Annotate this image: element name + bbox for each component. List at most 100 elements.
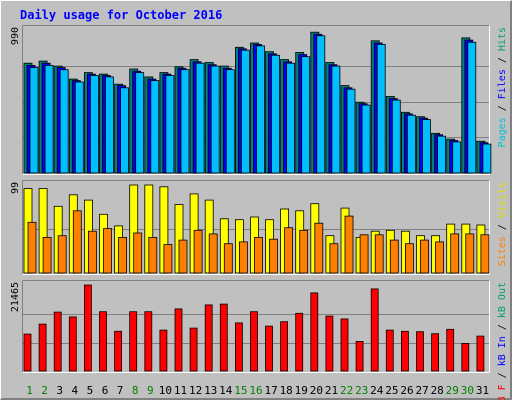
bar-sites-day-7 (118, 236, 127, 274)
bar-pages-day-8 (135, 72, 145, 174)
bar-sites-day-30 (465, 233, 475, 274)
panel-max-label: 990 (10, 27, 21, 45)
axis-label-part: kB In (497, 336, 508, 366)
bar-sites-day-19 (299, 229, 309, 274)
bar-sites-day-1 (27, 221, 37, 274)
bar-pages-day-26 (406, 114, 416, 174)
bar-sites-day-14 (223, 243, 233, 274)
axis-label-part: kB F (497, 384, 508, 400)
bar-sites-day-12 (193, 229, 203, 274)
bar-kb-f-day-9 (144, 311, 153, 372)
bar-kb-f-day-25 (385, 329, 394, 372)
panel-max-label: 21465 (10, 282, 21, 312)
bar-pages-day-16 (256, 45, 265, 174)
bar-sites-day-18 (284, 227, 294, 274)
bar-pages-day-5 (90, 75, 99, 174)
axis-label-part: / (497, 366, 508, 384)
bar-sites-day-22 (344, 215, 354, 274)
x-tick-label: 29 (446, 384, 459, 397)
bar-pages-day-4 (74, 81, 84, 174)
x-axis-day-labels: 1 2 3 4 5 6 7 8 9 10 11 12 13 14 15 16 17 18 19 20 21 22 23 24 2… (26, 384, 489, 397)
bar-sites-day-24 (374, 234, 384, 274)
bar-sites-day-5 (88, 230, 97, 274)
bar-pages-day-6 (105, 76, 114, 174)
x-tick-label: 15 (234, 384, 247, 397)
bar-sites-day-26 (404, 243, 414, 274)
x-tick-label: 3 (56, 384, 63, 397)
bar-sites-day-28 (435, 241, 445, 274)
x-tick-label: 5 (87, 384, 94, 397)
bar-pages-day-23 (361, 104, 371, 174)
bar-sites-day-8 (133, 232, 143, 274)
bar-pages-day-17 (271, 54, 280, 174)
bar-sites-day-9 (148, 236, 158, 274)
x-tick-label: 7 (117, 384, 124, 397)
bar-sites-day-17 (269, 238, 278, 274)
bar-sites-day-3 (57, 235, 67, 274)
panel-max-label: 99 (10, 182, 21, 194)
panel-3: 21465 kB F / kB In / kB Out (10, 280, 508, 400)
bar-kb-f-day-4 (68, 316, 77, 372)
axis-label-part: Files (497, 69, 508, 99)
x-tick-label: 27 (415, 384, 428, 397)
bar-sites-day-21 (329, 243, 339, 274)
x-tick-label: 21 (325, 384, 338, 397)
x-tick-label: 23 (355, 384, 368, 397)
bar-kb-f-day-29 (446, 328, 455, 372)
bar-pages-day-24 (376, 44, 386, 174)
series-kb-f (23, 284, 485, 372)
axis-label-part: Pages (497, 117, 508, 147)
bar-pages-day-29 (452, 141, 462, 174)
x-tick-label: 10 (159, 384, 172, 397)
bar-kb-f-day-17 (265, 325, 273, 372)
bar-kb-f-day-21 (325, 315, 334, 372)
bar-sites-day-25 (389, 239, 399, 274)
bar-sites-day-15 (238, 241, 248, 274)
x-tick-label: 16 (249, 384, 262, 397)
x-tick-label: 6 (102, 384, 109, 397)
x-tick-label: 2 (41, 384, 48, 397)
x-tick-label: 20 (310, 384, 323, 397)
x-tick-label: 17 (264, 384, 277, 397)
bar-pages-day-21 (331, 65, 341, 174)
bar-pages-day-18 (286, 62, 296, 174)
x-tick-label: 1 (26, 384, 33, 397)
bar-sites-day-10 (163, 244, 173, 274)
bar-kb-f-day-8 (129, 311, 138, 372)
bar-kb-f-day-3 (53, 311, 62, 372)
axis-label-part: Hits (497, 27, 508, 51)
bar-kb-f-day-24 (370, 288, 379, 372)
bar-pages-day-22 (346, 88, 356, 174)
bar-sites-day-2 (42, 236, 52, 274)
x-tick-label: 22 (340, 384, 353, 397)
panel-1: 990 Pages / Files / Hits (10, 25, 508, 175)
axis-label-part: / (497, 318, 508, 336)
bar-pages-day-10 (165, 75, 175, 174)
series-sites (27, 210, 490, 274)
bar-sites-day-6 (103, 228, 112, 274)
chart-panels: 990 Pages / Files / Hits 99 Sites / Visits 2… (10, 25, 508, 400)
bar-pages-day-19 (301, 56, 311, 174)
bar-kb-f-day-18 (280, 321, 289, 372)
bar-pages-day-27 (422, 119, 431, 174)
bar-pages-day-31 (482, 143, 492, 174)
series-pages (29, 35, 492, 174)
x-tick-label: 28 (431, 384, 444, 397)
bar-sites-day-13 (208, 233, 218, 274)
axis-label-part: / (497, 99, 508, 117)
x-tick-label: 25 (385, 384, 398, 397)
axis-label-part: kB Out (497, 282, 508, 318)
bar-kb-f-day-28 (431, 333, 440, 372)
bar-sites-day-29 (450, 233, 460, 274)
bar-sites-day-20 (314, 222, 324, 274)
axis-label-part: Sites (497, 236, 508, 266)
x-tick-label: 19 (295, 384, 308, 397)
bar-kb-f-day-16 (250, 311, 258, 372)
bar-pages-day-7 (120, 87, 129, 174)
x-tick-label: 26 (400, 384, 413, 397)
bar-pages-day-30 (467, 41, 477, 174)
bar-kb-f-day-11 (174, 308, 183, 372)
bar-pages-day-25 (391, 99, 401, 174)
bar-kb-f-day-6 (99, 311, 107, 372)
